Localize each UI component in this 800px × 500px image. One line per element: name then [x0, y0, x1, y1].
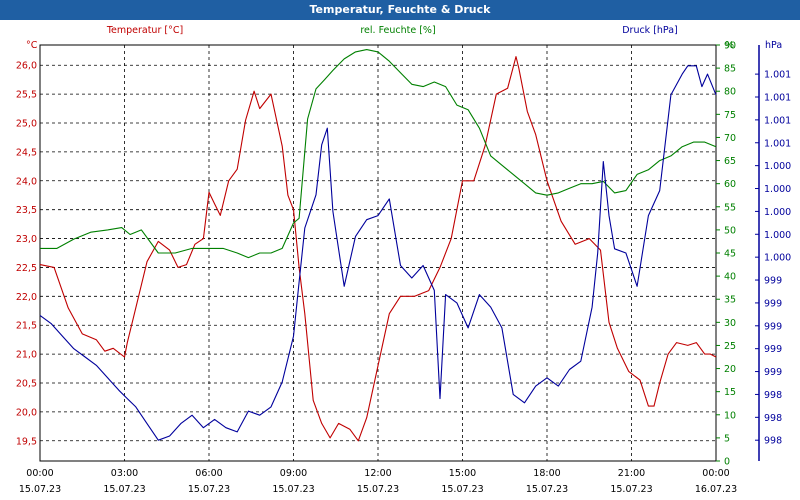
- x-tick-time: 15:00: [449, 468, 476, 479]
- chart-area: 00:00 15.07.23 03:00 15.07.23 06:00 15.07.23 0…: [16, 25, 791, 496]
- pressure-tick: 999: [764, 298, 782, 309]
- temperature-tick: 24,5: [16, 147, 37, 158]
- humidity-tick: 25: [724, 341, 736, 352]
- x-tick-time: 00:00: [26, 468, 53, 479]
- x-tick-date: 15.07.23: [19, 484, 61, 495]
- pressure-tick: 998: [764, 436, 782, 447]
- x-tick-date: 15.07.23: [526, 484, 568, 495]
- humidity-tick: 20: [724, 364, 736, 375]
- pressure-tick: 999: [764, 276, 782, 287]
- humidity-tick: 75: [724, 110, 736, 121]
- axes-layer: 00:00 15.07.23 03:00 15.07.23 06:00 15.07.23 0…: [16, 41, 791, 496]
- humidity-tick: 70: [724, 133, 736, 144]
- x-tick-time: 06:00: [195, 468, 222, 479]
- humidity-tick: 10: [724, 410, 736, 421]
- temperature-tick: 22,5: [16, 263, 37, 274]
- pressure-tick: 1.001: [764, 115, 791, 126]
- humidity-tick: 35: [724, 295, 736, 306]
- pressure-tick: 998: [764, 390, 782, 401]
- pressure-tick: 999: [764, 321, 782, 332]
- pressure-tick: 1.000: [764, 161, 791, 172]
- x-tick-time: 21:00: [618, 468, 645, 479]
- temperature-tick: 19,5: [16, 436, 37, 447]
- x-tick-date: 16.07.23: [695, 484, 737, 495]
- humidity-tick: 85: [724, 64, 736, 75]
- x-tick-date: 15.07.23: [610, 484, 652, 495]
- pressure-tick: 1.001: [764, 93, 791, 104]
- humidity-tick: 65: [724, 156, 736, 167]
- temperature-axis-label: Temperatur [°C]: [106, 25, 183, 36]
- humidity-unit: %: [725, 40, 734, 51]
- humidity-tick: 15: [724, 387, 736, 398]
- humidity-tick: 60: [724, 179, 736, 190]
- pressure-tick: 1.001: [764, 70, 791, 81]
- temperature-unit: °C: [26, 40, 38, 51]
- pressure-tick: 1.000: [764, 207, 791, 218]
- pressure-axis-label: Druck [hPa]: [622, 25, 678, 36]
- humidity-tick: 30: [724, 318, 736, 329]
- series-line-humidity: [40, 49, 717, 259]
- humidity-tick: 55: [724, 202, 736, 213]
- series-line-temperature: [39, 56, 717, 442]
- humidity-tick: 0: [724, 457, 730, 468]
- x-tick-time: 18:00: [533, 468, 560, 479]
- pressure-tick: 999: [764, 367, 782, 378]
- humidity-tick: 45: [724, 249, 736, 260]
- pressure-tick: 999: [764, 344, 782, 355]
- temperature-tick: 21,0: [16, 350, 37, 361]
- pressure-tick: 1.000: [764, 230, 791, 241]
- pressure-tick: 1.000: [764, 253, 791, 264]
- x-tick-date: 15.07.23: [357, 484, 399, 495]
- temperature-tick: 23,5: [16, 205, 37, 216]
- humidity-tick: 50: [724, 225, 736, 236]
- x-tick-time: 12:00: [364, 468, 391, 479]
- temperature-tick: 22,0: [16, 292, 37, 303]
- pressure-tick: 1.001: [764, 138, 791, 149]
- x-tick-date: 15.07.23: [188, 484, 230, 495]
- temperature-tick: 20,0: [16, 407, 37, 418]
- chart-title: Temperatur, Feuchte & Druck: [0, 0, 800, 20]
- temperature-tick: 24,0: [16, 176, 37, 187]
- x-tick-time: 03:00: [111, 468, 138, 479]
- x-tick-time: 09:00: [280, 468, 307, 479]
- humidity-axis-label: rel. Feuchte [%]: [360, 25, 435, 36]
- grid-lines: [40, 45, 716, 461]
- pressure-unit: hPa: [765, 40, 782, 51]
- humidity-tick: 90: [724, 41, 736, 52]
- series-line-pressure: [39, 65, 717, 441]
- pressure-tick: 998: [764, 413, 782, 424]
- x-tick-date: 15.07.23: [103, 484, 145, 495]
- x-tick-date: 15.07.23: [441, 484, 483, 495]
- humidity-tick: 40: [724, 272, 736, 283]
- temperature-tick: 26,0: [16, 61, 37, 72]
- plot-frame: [39, 44, 717, 462]
- temperature-tick: 20,5: [16, 379, 37, 390]
- temperature-tick: 21,5: [16, 321, 37, 332]
- series-layer: [39, 49, 717, 442]
- pressure-tick: 1.000: [764, 184, 791, 195]
- temperature-tick: 23,0: [16, 234, 37, 245]
- x-tick-time: 00:00: [702, 468, 729, 479]
- temperature-tick: 25,0: [16, 119, 37, 130]
- temperature-tick: 25,5: [16, 90, 37, 101]
- x-tick-date: 15.07.23: [272, 484, 314, 495]
- humidity-tick: 80: [724, 87, 736, 98]
- humidity-tick: 5: [724, 433, 730, 444]
